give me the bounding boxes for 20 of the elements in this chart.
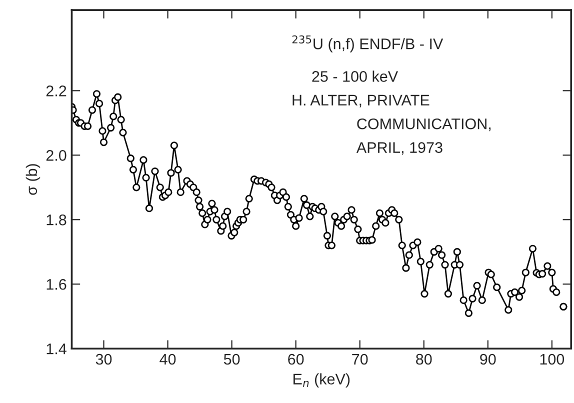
x-tick-label: 70: [352, 354, 368, 365]
x-tick-label: 100: [540, 354, 564, 365]
x-tick-label: 50: [224, 354, 240, 365]
y-tick-label: 1.6: [46, 278, 66, 290]
x-tick-label: 30: [96, 354, 112, 365]
x-tick-label: 90: [480, 354, 496, 365]
y-axis-title: σ (b): [26, 164, 40, 195]
y-tick-label: 1.8: [46, 214, 66, 226]
annotation: COMMUNICATION,: [357, 118, 491, 132]
annotation: 25 - 100 keV: [312, 70, 398, 82]
x-tick-label: 60: [288, 354, 304, 365]
x-tick-label: 80: [416, 354, 432, 365]
annotation: H. ALTER, PRIVATE: [292, 94, 430, 108]
y-tick-label: 1.4: [46, 344, 66, 354]
y-tick-label: 2.2: [46, 86, 66, 96]
x-tick-label: 40: [160, 354, 176, 365]
annotation: APRIL, 1973: [356, 142, 442, 155]
annotation: $^{235}$U (n,f) ENDF/B - IV: [292, 35, 444, 52]
x-axis-title: E$_{n}$ (keV): [294, 373, 350, 388]
y-tick-label: 2.0: [46, 150, 66, 161]
